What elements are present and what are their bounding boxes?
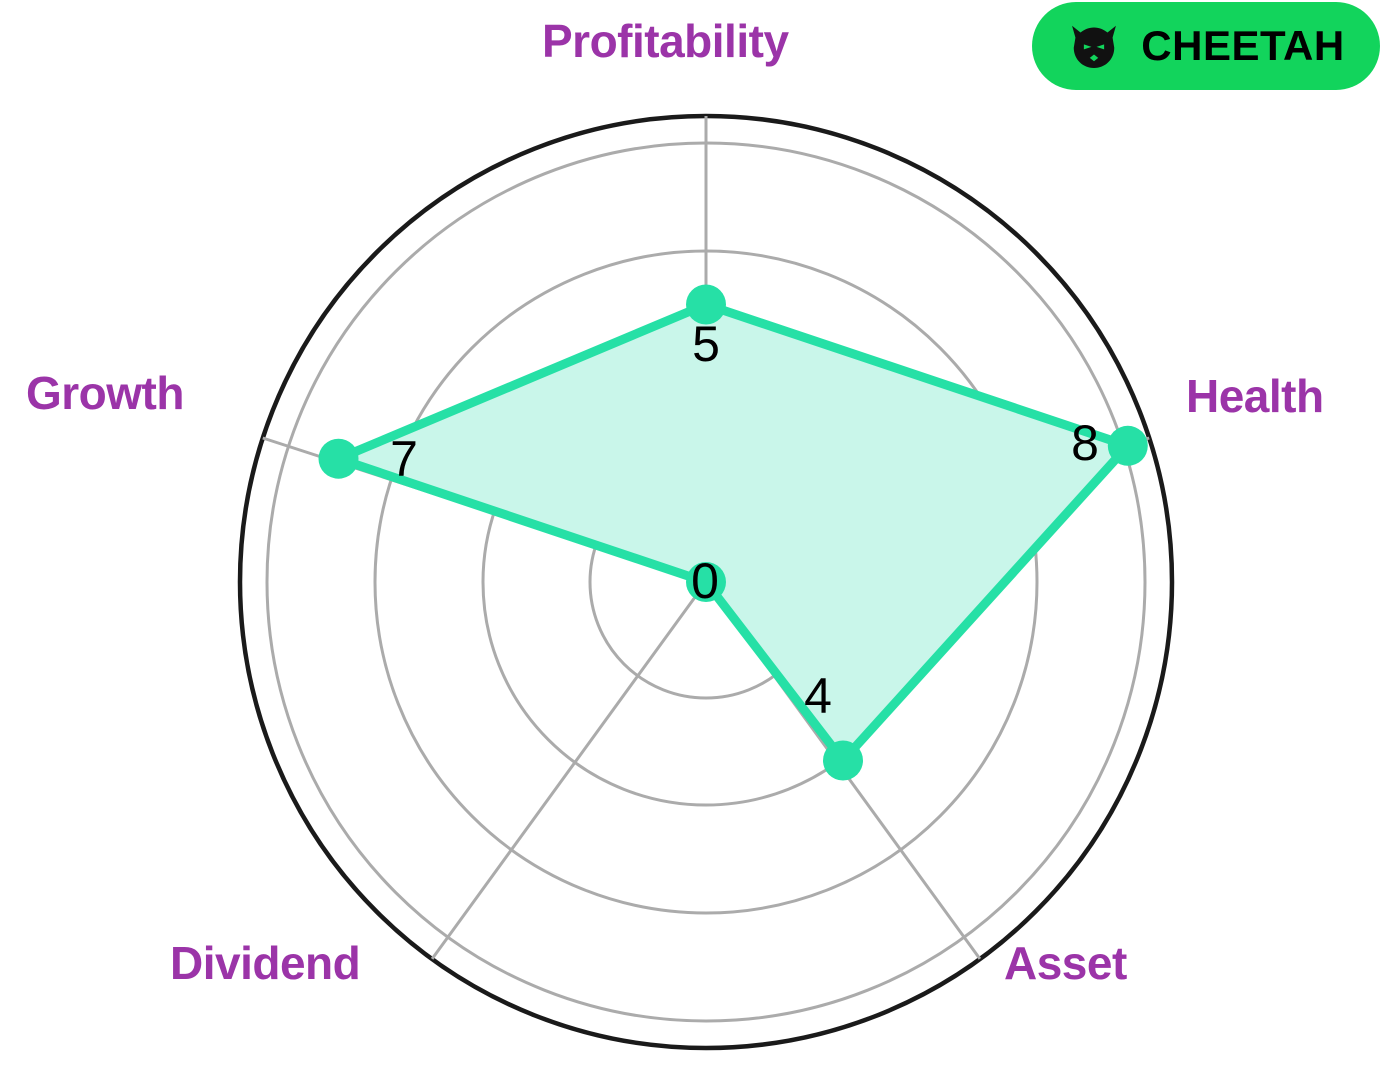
brand-badge[interactable]: CHEETAH: [1032, 2, 1380, 90]
cheetah-head-icon: [1072, 25, 1117, 68]
axis-label-health: Health: [1186, 370, 1324, 422]
value-label-profitability: 5: [692, 316, 720, 372]
radar-series-cheetah: [318, 284, 1148, 781]
value-label-asset: 4: [804, 668, 832, 724]
series-point-profitability[interactable]: [686, 284, 726, 325]
series-polygon: [334, 300, 1133, 765]
series-point-growth[interactable]: [318, 438, 359, 479]
value-label-health: 8: [1071, 415, 1099, 471]
radar-value-labels: 5 8 4 0 7: [390, 316, 1099, 724]
spoke-dividend: [430, 581, 708, 960]
axis-label-profitability: Profitability: [542, 15, 789, 67]
axis-label-dividend: Dividend: [170, 937, 361, 989]
value-label-dividend: 0: [691, 553, 719, 609]
axis-label-asset: Asset: [1004, 937, 1127, 989]
value-label-growth: 7: [390, 431, 418, 487]
axis-label-growth: Growth: [26, 367, 184, 419]
brand-name-label: CHEETAH: [1141, 22, 1345, 69]
series-point-dividend[interactable]: [686, 562, 726, 602]
series-point-asset[interactable]: [823, 740, 863, 781]
series-point-health[interactable]: [1107, 425, 1148, 466]
